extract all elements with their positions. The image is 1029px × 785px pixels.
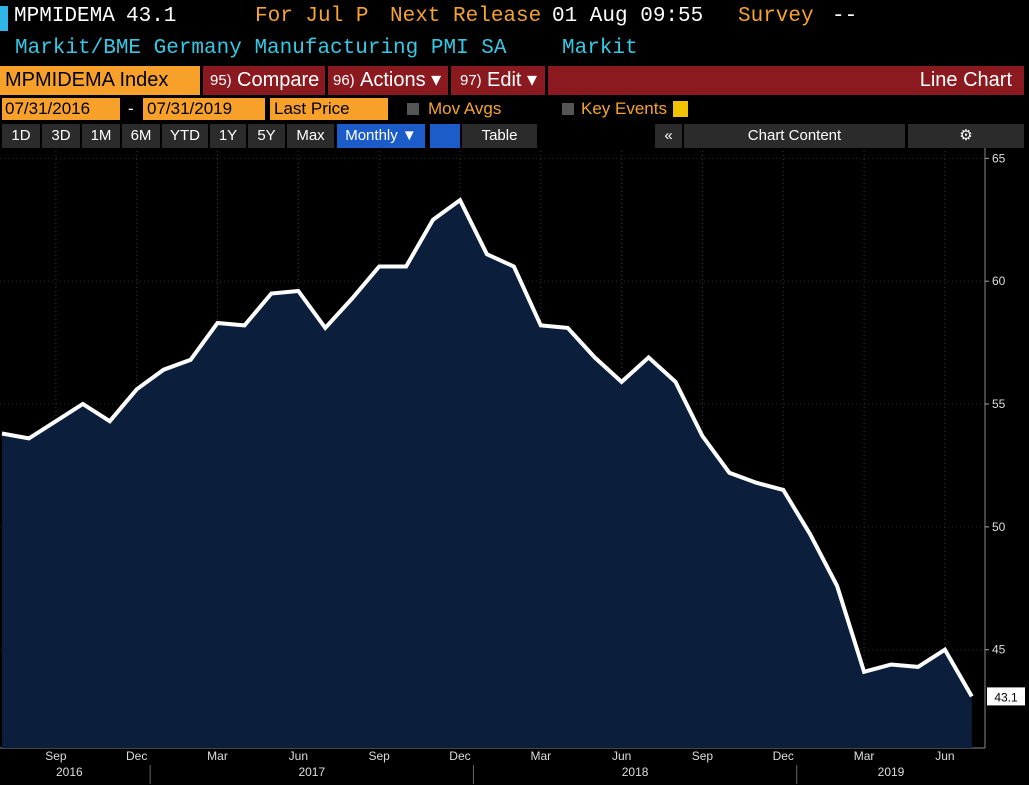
period: For Jul P xyxy=(255,5,369,28)
description: Markit/BME Germany Manufacturing PMI SA xyxy=(15,37,507,60)
menu-item[interactable]: Compare xyxy=(237,69,320,91)
menu-item[interactable]: Edit ▾ xyxy=(487,69,538,91)
info-icon[interactable] xyxy=(673,101,688,117)
next-release-label: Next Release xyxy=(390,5,542,28)
survey-label: Survey xyxy=(738,5,814,28)
year-label: 2017 xyxy=(298,765,325,779)
x-tick-label: Sep xyxy=(368,749,390,763)
field-select[interactable] xyxy=(270,98,388,120)
y-tick-label: 45 xyxy=(992,643,1006,657)
next-release: 01 Aug 09:55 xyxy=(552,5,704,28)
year-label: 2016 xyxy=(56,765,83,779)
x-tick-label: Mar xyxy=(207,749,228,763)
period-button[interactable]: Max xyxy=(287,124,334,148)
last-price: 43.1 xyxy=(126,5,177,28)
period-button[interactable]: YTD xyxy=(162,124,208,148)
date-input[interactable] xyxy=(2,98,120,120)
y-tick-label: 60 xyxy=(992,274,1006,288)
period-button[interactable]: 1Y xyxy=(210,124,246,148)
x-tick-label: Sep xyxy=(45,749,67,763)
mov-avgs[interactable]: Mov Avgs xyxy=(428,99,502,118)
menu-bar xyxy=(203,66,1024,95)
y-tick-label: 50 xyxy=(992,520,1006,534)
y-tick-label: 55 xyxy=(992,397,1006,411)
ticker: MPMIDEMA xyxy=(14,5,115,28)
date-separator: - xyxy=(128,99,134,118)
menu-divider xyxy=(448,66,451,95)
period-button[interactable]: 1M xyxy=(82,124,120,148)
source: Markit xyxy=(562,37,638,60)
period-button[interactable]: 5Y xyxy=(248,124,285,148)
menu-number[interactable]: 97) xyxy=(460,72,482,89)
menu-number[interactable]: 95) xyxy=(210,72,232,89)
x-tick-label: Mar xyxy=(854,749,875,763)
x-tick-label: Dec xyxy=(449,749,470,763)
period-button[interactable]: 6M xyxy=(122,124,160,148)
status-bar xyxy=(0,6,8,31)
period-button[interactable]: 1D xyxy=(2,124,40,148)
menu-item[interactable]: Actions ▾ xyxy=(360,69,442,91)
chart: Sep Dec Mar Jun Sep Dec Mar Jun Sep Dec Mar Jun 2016… xyxy=(0,148,1025,784)
period-button[interactable]: 3D xyxy=(42,124,80,148)
key-events[interactable]: Key Events xyxy=(581,99,667,118)
chart-content[interactable]: Chart Content xyxy=(684,124,905,148)
frequency[interactable]: Monthly ▼ xyxy=(337,124,425,148)
collapse-button[interactable]: « xyxy=(655,124,682,148)
last-value-box xyxy=(987,687,1025,706)
settings-button[interactable]: ⚙ xyxy=(908,124,1024,148)
security-box[interactable]: MPMIDEMA Index xyxy=(0,66,200,95)
x-tick-label: Dec xyxy=(773,749,794,763)
last-value-label: 43.1 xyxy=(994,690,1018,704)
end-date[interactable]: 07/31/2019 xyxy=(147,99,233,118)
x-tick-label: Jun xyxy=(612,749,631,763)
field[interactable]: Last Price xyxy=(274,99,350,118)
x-tick-label: Jun xyxy=(935,749,954,763)
year-label: 2019 xyxy=(878,765,905,779)
menu-divider xyxy=(325,66,328,95)
chart-icon[interactable] xyxy=(430,124,460,148)
date-input[interactable] xyxy=(143,98,265,120)
menu-number[interactable]: 96) xyxy=(333,72,355,89)
start-date[interactable]: 07/31/2016 xyxy=(5,99,91,118)
x-tick-label: Sep xyxy=(692,749,714,763)
table-button[interactable]: Table xyxy=(462,124,537,148)
checkbox[interactable] xyxy=(407,103,419,115)
line xyxy=(1,197,974,698)
x-tick-label: Dec xyxy=(126,749,147,763)
x-tick-label: Jun xyxy=(289,749,308,763)
area xyxy=(2,200,972,749)
y-tick-label: 65 xyxy=(992,151,1006,165)
chart-type[interactable]: Line Chart xyxy=(919,69,1012,91)
menu-divider xyxy=(545,66,548,95)
x-tick-label: Mar xyxy=(530,749,551,763)
survey: -- xyxy=(832,5,858,28)
checkbox[interactable] xyxy=(562,103,574,115)
year-label: 2018 xyxy=(622,765,649,779)
